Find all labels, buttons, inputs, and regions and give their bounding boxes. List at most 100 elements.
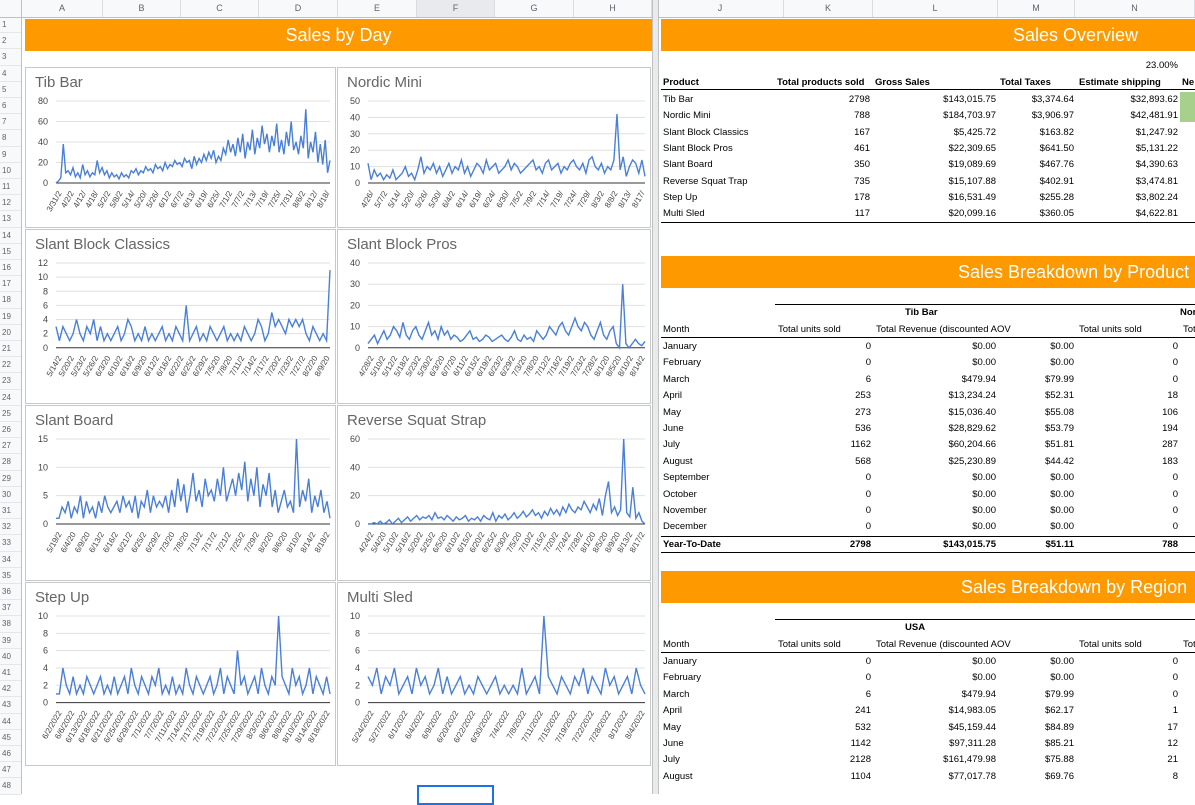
frozen-divider[interactable] [652, 0, 659, 794]
row-header-43[interactable]: 43 [0, 697, 21, 714]
column-header-b[interactable]: B [103, 0, 181, 17]
overview-product: Slant Board [663, 159, 713, 171]
column-header-c[interactable]: C [181, 0, 259, 17]
region_breakdown-header: Total Revenue (discounted AOV [876, 639, 1011, 650]
region_breakdown-header: Total units sold [778, 639, 841, 650]
overview-taxes: $467.76 [1039, 159, 1074, 171]
row-header-2[interactable]: 2 [0, 33, 21, 50]
row-header-23[interactable]: 23 [0, 373, 21, 390]
row-header-39[interactable]: 39 [0, 633, 21, 649]
overview-shipping: $1,247.92 [1135, 126, 1178, 138]
chart-reverse-squat-strap[interactable]: Reverse Squat Strap 60 40 20 0 4/24/2 5/4/20 5/… [337, 405, 651, 581]
row-header-9[interactable]: 9 [0, 147, 21, 163]
column-header-j[interactable]: J [657, 0, 784, 17]
chart-multi-sled[interactable]: Multi Sled 10 8 6 4 2 0 5/24/2022 5/27/2022 6/1/2… [337, 582, 651, 766]
chart-slant-block-pros[interactable]: Slant Block Pros 40 30 20 10 0 4/28/2 5/10/2 5/1… [337, 229, 651, 404]
row-header-12[interactable]: 12 [0, 195, 21, 212]
row-header-15[interactable]: 15 [0, 244, 21, 260]
selected-cell[interactable] [417, 785, 494, 805]
y-tick-label: 12 [38, 258, 48, 268]
row-header-18[interactable]: 18 [0, 292, 21, 309]
row-header-48[interactable]: 48 [0, 778, 21, 795]
row-header-45[interactable]: 45 [0, 730, 21, 746]
column-header-m[interactable]: M [998, 0, 1075, 17]
overview-units: 350 [854, 159, 870, 171]
y-tick-label: 10 [350, 322, 360, 332]
table-rule [661, 551, 1195, 553]
region_breakdown-month: August [663, 770, 693, 782]
column-header-f[interactable]: F [417, 0, 495, 17]
row-header-41[interactable]: 41 [0, 665, 21, 682]
row-header-25[interactable]: 25 [0, 406, 21, 422]
row-header-19[interactable]: 19 [0, 309, 21, 325]
y-tick-label: 2 [43, 680, 48, 690]
chart-slant-board[interactable]: Slant Board 15 10 5 0 5/19/2 6/4/20 6/9/20 6/13/… [25, 405, 336, 581]
row-header-13[interactable]: 13 [0, 211, 21, 228]
overview-gross: $22,309.65 [948, 142, 996, 154]
row-header-5[interactable]: 5 [0, 82, 21, 98]
product_breakdown-revenue: $0.00 [972, 488, 996, 500]
region_breakdown-revenue: $97,311.28 [949, 738, 996, 749]
column-header-g[interactable]: G [495, 0, 574, 17]
row-header-33[interactable]: 33 [0, 535, 21, 552]
chart-nordic-mini[interactable]: Nordic Mini 50 40 30 20 10 0 4/26/5/7/2 5/14/5/2… [337, 67, 651, 228]
overview-shipping: $3,474.81 [1135, 175, 1178, 187]
row-header-46[interactable]: 46 [0, 746, 21, 763]
row-header-20[interactable]: 20 [0, 325, 21, 341]
row-header-17[interactable]: 17 [0, 276, 21, 293]
row-header-21[interactable]: 21 [0, 341, 21, 358]
row-header-6[interactable]: 6 [0, 98, 21, 115]
row-header-28[interactable]: 28 [0, 454, 21, 471]
y-tick-label: 0 [43, 698, 48, 708]
y-tick-label: 10 [38, 462, 48, 472]
row-header-27[interactable]: 27 [0, 438, 21, 455]
row-header-40[interactable]: 40 [0, 649, 21, 665]
select-all-corner[interactable] [0, 0, 22, 18]
row-header-1[interactable]: 1 [0, 17, 21, 34]
row-header-44[interactable]: 44 [0, 714, 21, 730]
row-header-30[interactable]: 30 [0, 487, 21, 503]
row-header-37[interactable]: 37 [0, 600, 21, 617]
row-header-32[interactable]: 32 [0, 519, 21, 536]
product_breakdown-units-2: 0 [1172, 488, 1178, 500]
row-header-36[interactable]: 36 [0, 584, 21, 601]
row-header-34[interactable]: 34 [0, 552, 21, 568]
row-header-22[interactable]: 22 [0, 357, 21, 374]
row-header-38[interactable]: 38 [0, 616, 21, 633]
column-header-l[interactable]: L [873, 0, 998, 17]
row-header-4[interactable]: 4 [0, 66, 21, 82]
row-header-16[interactable]: 16 [0, 260, 21, 277]
product_breakdown-month: June [663, 423, 684, 434]
region_breakdown-month: January [663, 656, 697, 667]
row-header-14[interactable]: 14 [0, 228, 21, 244]
chart-tib-bar[interactable]: Tib Bar 80 60 40 20 0 3/31/2 4/2/2 4/12/4/18/5/2… [25, 67, 336, 228]
row-header-47[interactable]: 47 [0, 762, 21, 779]
product_breakdown-units-2: 0 [1172, 472, 1178, 484]
y-tick-label: 60 [38, 117, 48, 127]
column-header-e[interactable]: E [338, 0, 417, 17]
row-header-35[interactable]: 35 [0, 568, 21, 584]
row-header-31[interactable]: 31 [0, 503, 21, 520]
overview-gross: $184,703.97 [943, 110, 996, 122]
overview-units: 788 [854, 110, 870, 122]
row-header-26[interactable]: 26 [0, 422, 21, 439]
row-header-8[interactable]: 8 [0, 130, 21, 147]
overview-product: Slant Block Classics [663, 126, 749, 138]
row-header-42[interactable]: 42 [0, 681, 21, 698]
column-header-n[interactable]: N [1075, 0, 1195, 17]
chart-slant-block-classics[interactable]: Slant Block Classics 12 10 8 6 4 2 0 5/14/2 5/20/… [25, 229, 336, 404]
row-header-24[interactable]: 24 [0, 390, 21, 406]
column-header-k[interactable]: K [784, 0, 873, 17]
y-tick-label: 40 [350, 258, 360, 268]
row-header-7[interactable]: 7 [0, 114, 21, 131]
row-header-3[interactable]: 3 [0, 49, 21, 66]
row-header-29[interactable]: 29 [0, 471, 21, 487]
column-header-h[interactable]: H [574, 0, 652, 17]
y-tick-label: 4 [43, 315, 48, 325]
row-header-10[interactable]: 10 [0, 163, 21, 179]
row-header-11[interactable]: 11 [0, 179, 21, 196]
column-header-d[interactable]: D [259, 0, 338, 17]
column-header-a[interactable]: A [22, 0, 103, 17]
chart-step-up[interactable]: Step Up 10 8 6 4 2 0 6/2/2022 6/6/2022 6/13/2022 6… [25, 582, 336, 766]
product_breakdown-group-label: Tib Bar [905, 307, 938, 318]
